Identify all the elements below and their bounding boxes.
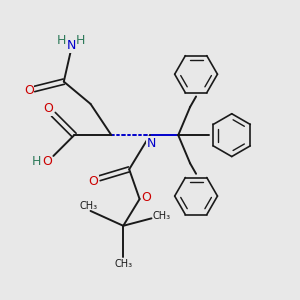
Text: H: H [32, 155, 41, 168]
Text: CH₃: CH₃ [153, 211, 171, 221]
Text: H: H [57, 34, 66, 47]
Text: N: N [147, 137, 156, 150]
Text: O: O [24, 84, 34, 97]
Text: O: O [141, 191, 151, 204]
Text: N: N [67, 40, 76, 52]
Text: O: O [43, 103, 53, 116]
Text: H: H [76, 34, 86, 47]
Text: O: O [42, 155, 52, 168]
Text: CH₃: CH₃ [114, 259, 132, 269]
Text: CH₃: CH₃ [79, 201, 97, 211]
Text: O: O [88, 175, 98, 188]
